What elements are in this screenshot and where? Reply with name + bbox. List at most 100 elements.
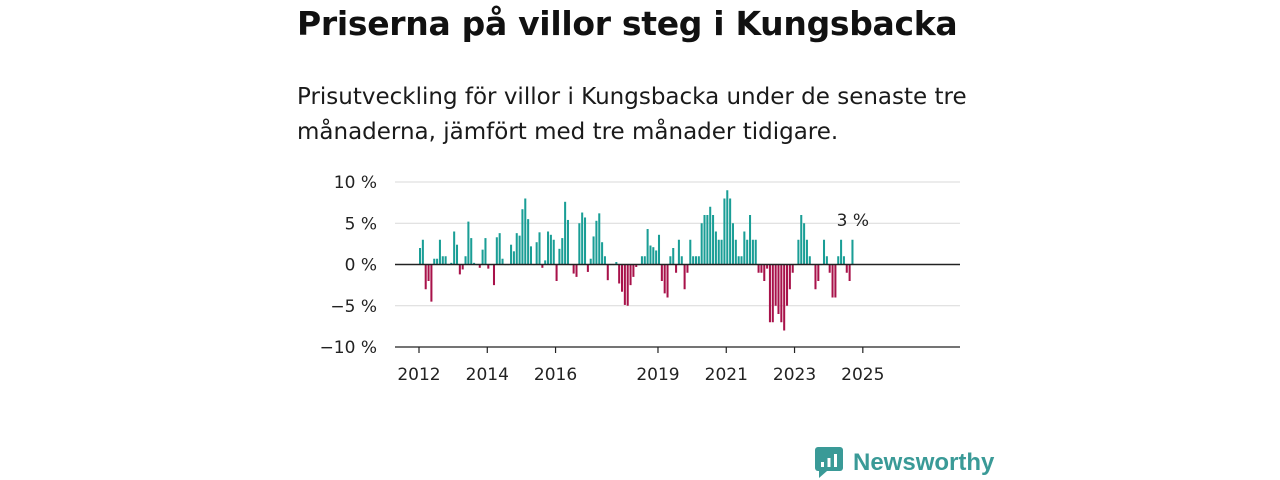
bar — [586, 264, 589, 272]
bar — [433, 258, 436, 265]
bar — [780, 264, 783, 323]
bar — [697, 256, 700, 265]
bar — [492, 264, 496, 286]
bar — [788, 264, 791, 290]
y-tick-label: −10 % — [320, 338, 377, 358]
bar — [692, 256, 695, 265]
bar — [803, 223, 806, 265]
bar — [822, 239, 826, 265]
bar — [578, 223, 581, 265]
bar — [777, 264, 780, 314]
bar — [828, 264, 831, 273]
bar — [564, 201, 567, 265]
bar — [689, 239, 692, 265]
bar — [629, 264, 632, 286]
bar — [541, 264, 544, 268]
bar — [734, 239, 737, 265]
bar — [461, 264, 464, 270]
bar — [743, 231, 746, 265]
bar — [595, 220, 598, 265]
bar — [455, 244, 459, 265]
bar — [649, 245, 652, 265]
bar — [549, 234, 552, 265]
newsworthy-logo[interactable]: Newsworthy — [815, 447, 994, 479]
x-tick-label: 2025 — [841, 365, 884, 385]
bar — [547, 231, 550, 265]
bar — [527, 219, 530, 265]
chart-subtitle: Prisutveckling för villor i Kungsbacka u… — [297, 84, 967, 145]
bar — [786, 264, 789, 306]
bar — [814, 264, 817, 290]
bar — [427, 264, 430, 281]
bar — [726, 190, 729, 265]
bar — [467, 221, 470, 265]
bar — [751, 239, 754, 265]
bar — [757, 264, 760, 273]
bar — [635, 264, 638, 267]
bar — [498, 233, 501, 265]
bar — [749, 215, 752, 265]
bar — [643, 256, 646, 265]
bar — [712, 215, 715, 265]
bar — [478, 264, 481, 268]
bar — [831, 264, 834, 298]
bar — [592, 236, 595, 265]
bar — [521, 209, 524, 265]
bar — [677, 239, 680, 265]
bars — [419, 190, 854, 331]
bar — [501, 258, 504, 265]
bar — [683, 264, 686, 290]
bar — [512, 251, 515, 265]
bar — [825, 256, 828, 265]
bar — [524, 198, 527, 265]
bar — [655, 250, 658, 265]
bar — [646, 229, 649, 265]
axes — [395, 263, 960, 353]
bar — [626, 264, 629, 306]
bar — [760, 264, 763, 273]
bar — [441, 256, 444, 265]
bar — [487, 264, 490, 269]
bar — [555, 264, 558, 281]
bar — [737, 256, 740, 265]
bar — [720, 239, 723, 265]
bar — [615, 262, 618, 265]
bar — [473, 262, 476, 265]
bar — [703, 215, 706, 265]
bar — [834, 264, 837, 298]
bar — [657, 234, 661, 265]
bar — [419, 248, 422, 265]
y-tick-label: 10 % — [334, 173, 377, 193]
bar — [470, 238, 473, 265]
bar — [774, 264, 777, 306]
bar — [444, 256, 447, 265]
bar — [601, 242, 604, 265]
x-tick-label: 2014 — [466, 365, 509, 385]
bar — [606, 264, 609, 281]
bar — [458, 264, 461, 275]
bar — [746, 239, 749, 265]
bar — [766, 264, 769, 269]
bar — [430, 264, 433, 302]
bar — [529, 246, 532, 265]
bar — [848, 264, 851, 281]
newsworthy-logo-text: Newsworthy — [853, 449, 995, 476]
y-tick-label: −5 % — [330, 297, 377, 317]
bar — [845, 264, 848, 273]
bar — [808, 256, 811, 265]
bar — [572, 264, 575, 274]
bar — [851, 239, 854, 265]
bar — [740, 256, 743, 265]
bar — [675, 264, 678, 273]
bar — [632, 264, 635, 277]
bar — [538, 232, 541, 265]
bar — [709, 206, 712, 265]
bar — [544, 260, 547, 265]
bar — [495, 237, 498, 265]
bar — [450, 262, 453, 265]
bar — [566, 219, 569, 265]
bar — [660, 264, 663, 281]
bar — [791, 264, 794, 273]
bar — [575, 264, 578, 277]
bar — [800, 215, 803, 265]
